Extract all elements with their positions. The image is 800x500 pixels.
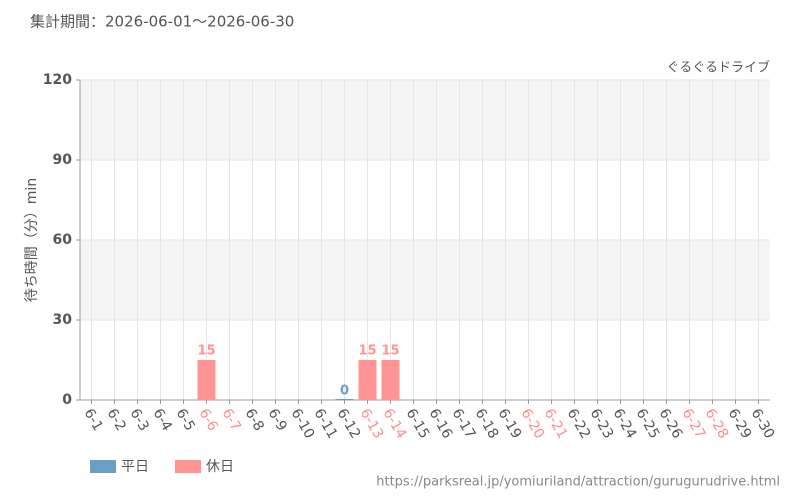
x-tick-label: 6-25 (633, 406, 663, 442)
data-label: 0 (340, 384, 349, 399)
x-tick-label: 6-9 (265, 406, 290, 434)
data-label: 15 (197, 344, 215, 359)
x-tick-label: 6-18 (472, 406, 502, 442)
x-tick-label: 6-5 (173, 406, 198, 434)
x-tick-label: 6-22 (564, 406, 594, 442)
data-label: 15 (358, 344, 376, 359)
x-tick-label: 6-11 (311, 406, 341, 442)
x-tick-label: 6-15 (403, 406, 433, 442)
x-tick-label: 6-23 (587, 406, 617, 442)
x-tick-label: 6-4 (150, 406, 175, 434)
chart-title: 集計期間：2026-06-01～2026-06-30 (30, 13, 294, 31)
x-tick-label: 6-1 (81, 406, 106, 434)
y-axis-label: 待ち時間（分）min (24, 178, 40, 302)
y-tick-label: 90 (53, 152, 73, 168)
x-tick-label: 6-7 (219, 406, 244, 434)
x-tick-label: 6-24 (610, 406, 640, 442)
y-tick-label: 0 (62, 392, 72, 408)
x-tick-label: 6-29 (725, 406, 755, 442)
chart-subtitle: ぐるぐるドライブ (667, 60, 770, 76)
x-tick-label: 6-14 (380, 406, 410, 442)
y-tick-label: 60 (53, 232, 73, 248)
legend-swatch (175, 460, 201, 473)
x-tick-label: 6-16 (426, 406, 456, 442)
legend-label: 休日 (206, 459, 234, 475)
bar (358, 360, 377, 400)
x-tick-label: 6-26 (656, 406, 686, 442)
bar (197, 360, 216, 400)
x-tick-label: 6-10 (288, 406, 318, 442)
bar (335, 399, 354, 400)
x-tick-label: 6-2 (104, 406, 129, 434)
x-tick-label: 6-30 (748, 406, 778, 442)
x-tick-label: 6-28 (702, 406, 732, 442)
legend-label: 平日 (121, 459, 149, 475)
y-tick-label: 30 (53, 312, 73, 328)
data-label: 15 (381, 344, 399, 359)
x-tick-label: 6-20 (518, 406, 548, 442)
legend-swatch (90, 460, 116, 473)
x-tick-label: 6-13 (357, 406, 387, 442)
x-tick-label: 6-8 (242, 406, 267, 434)
x-tick-label: 6-21 (541, 406, 571, 442)
y-tick-label: 120 (43, 72, 72, 88)
x-tick-label: 6-27 (679, 406, 709, 442)
grid-band (80, 80, 770, 160)
x-tick-label: 6-3 (127, 406, 152, 434)
bar (381, 360, 400, 400)
x-tick-label: 6-6 (196, 406, 221, 434)
grid-band (80, 240, 770, 320)
x-tick-label: 6-17 (449, 406, 479, 442)
x-tick-label: 6-12 (334, 406, 364, 442)
source-url: https://parksreal.jp/yomiuriland/attract… (376, 475, 780, 490)
x-tick-label: 6-19 (495, 406, 525, 442)
